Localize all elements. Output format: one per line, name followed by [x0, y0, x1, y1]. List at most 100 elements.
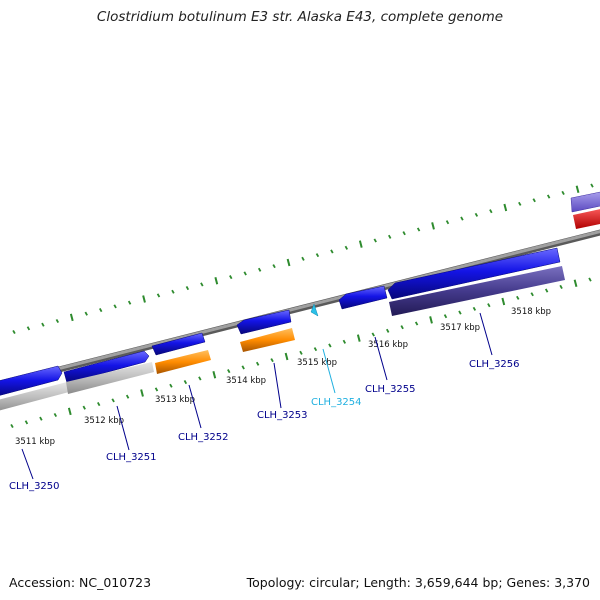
genome-summary: Topology: circular; Length: 3,659,644 bp…	[246, 575, 590, 590]
leader-line-CLH_3251	[116, 405, 130, 451]
major-tick	[67, 407, 72, 416]
minor-tick	[532, 198, 536, 203]
minor-tick	[39, 416, 43, 421]
locus-label-CLH_3255[interactable]: CLH_3255	[365, 384, 416, 395]
minor-tick	[41, 322, 45, 327]
major-tick	[140, 389, 144, 397]
minor-tick	[544, 288, 549, 293]
leader-lines	[21, 312, 493, 480]
forward-strand	[0, 190, 600, 398]
scale-label: 3518 kbp	[511, 307, 551, 317]
minor-tick	[516, 295, 520, 300]
minor-tick	[299, 350, 303, 355]
category-bar-gray-2	[66, 362, 154, 394]
minor-tick	[330, 249, 334, 254]
major-tick	[284, 352, 289, 361]
minor-tick	[243, 271, 247, 276]
minor-tick	[546, 194, 551, 199]
gene-arrow-CLH_3254[interactable]	[310, 303, 319, 317]
major-tick	[573, 279, 578, 288]
inner-tick-track	[10, 277, 592, 429]
major-tick	[214, 277, 219, 285]
locus-label-CLH_3250[interactable]: CLH_3250	[9, 481, 60, 492]
minor-tick	[82, 405, 86, 410]
minor-tick	[24, 420, 29, 425]
minor-tick	[171, 289, 175, 294]
major-tick	[286, 258, 291, 267]
minor-tick	[198, 376, 202, 381]
minor-tick	[561, 190, 565, 195]
minor-tick	[255, 361, 260, 366]
minor-tick	[474, 212, 479, 217]
scale-label: 3517 kbp	[440, 323, 480, 333]
minor-tick	[458, 310, 462, 315]
locus-label-CLH_3254[interactable]: CLH_3254	[311, 397, 362, 408]
locus-labels: CLH_3250 CLH_3251 CLH_3252 CLH_3253 CLH_…	[9, 359, 520, 492]
minor-tick	[84, 311, 88, 316]
minor-tick	[315, 253, 320, 258]
scale-label: 3512 kbp	[84, 416, 124, 426]
minor-tick	[416, 227, 421, 232]
category-bar-orange-2	[240, 328, 295, 352]
major-tick	[501, 297, 506, 306]
minor-tick	[241, 365, 245, 370]
scale-label: 3514 kbp	[226, 376, 266, 386]
category-bar-navy	[389, 266, 565, 316]
locus-label-CLH_3251[interactable]: CLH_3251	[106, 452, 157, 463]
minor-tick	[313, 347, 318, 352]
minor-tick	[12, 329, 16, 335]
locus-label-CLH_3256[interactable]: CLH_3256	[469, 359, 520, 370]
minor-tick	[169, 383, 173, 388]
minor-tick	[26, 326, 31, 331]
leader-line-CLH_3254	[322, 348, 336, 394]
minor-tick	[445, 220, 450, 225]
minor-tick	[200, 282, 204, 287]
minor-tick	[301, 256, 305, 261]
minor-tick	[559, 284, 563, 289]
minor-tick	[487, 303, 491, 308]
gene-arrow-CLH_3256[interactable]	[387, 247, 561, 300]
scale-label: 3515 kbp	[297, 358, 337, 368]
major-tick	[575, 185, 580, 194]
gene-arrow-CLH_3253[interactable]	[236, 309, 292, 335]
gene-arrow-CLH_3250[interactable]	[0, 365, 63, 398]
scale-label: 3511 kbp	[15, 437, 55, 447]
minor-tick	[270, 358, 274, 363]
minor-tick	[388, 234, 392, 239]
gene-arrow-CLH_3251[interactable]	[63, 350, 150, 384]
major-tick	[429, 316, 433, 324]
major-tick	[431, 222, 435, 230]
genome-backbone	[0, 229, 600, 388]
leader-line-CLH_3253	[273, 362, 282, 409]
category-bar-orange-1	[155, 350, 211, 374]
minor-tick	[257, 267, 262, 272]
minor-tick	[111, 398, 115, 403]
gene-arrow-CLH_3255[interactable]	[338, 285, 388, 310]
locus-label-CLH_3252[interactable]: CLH_3252	[178, 432, 229, 443]
leader-line-CLH_3252	[188, 384, 202, 429]
major-tick	[142, 295, 146, 303]
minor-tick	[518, 201, 522, 206]
scale-labels: 3511 kbp 3512 kbp 3513 kbp 3514 kbp 3515…	[15, 307, 551, 447]
minor-tick	[183, 380, 188, 385]
minor-tick	[53, 412, 58, 418]
leader-line-CLH_3255	[374, 336, 388, 381]
minor-tick	[489, 209, 493, 214]
minor-tick	[386, 328, 390, 333]
minor-tick	[472, 306, 477, 311]
minor-tick	[373, 238, 377, 243]
minor-tick	[588, 277, 592, 282]
minor-tick	[10, 423, 14, 429]
locus-label-CLH_3253[interactable]: CLH_3253	[257, 410, 308, 421]
leader-line-CLH_3256	[479, 312, 493, 356]
outer-tick-track	[12, 183, 594, 335]
major-tick	[503, 203, 508, 212]
minor-tick	[156, 293, 161, 298]
minor-tick	[344, 245, 349, 250]
minor-tick	[402, 231, 406, 236]
gene-arrow-CLH_3252[interactable]	[151, 332, 206, 356]
gene-arrow-violet-edge[interactable]	[570, 190, 600, 213]
minor-tick	[227, 369, 231, 374]
minor-tick	[371, 332, 375, 337]
